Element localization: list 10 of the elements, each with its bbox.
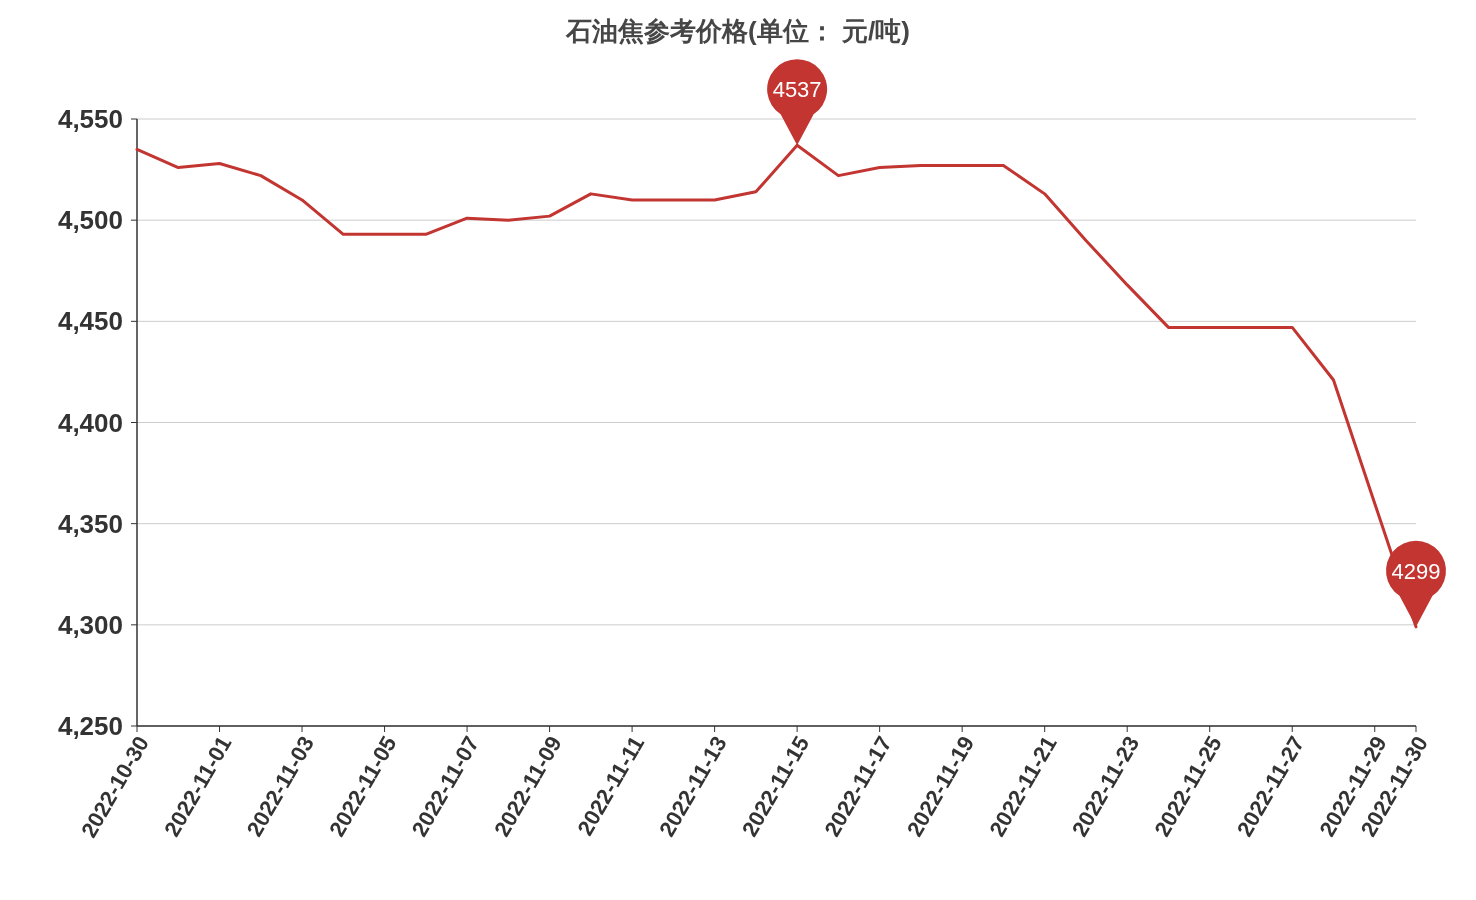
y-tick-label: 4,350: [57, 508, 123, 539]
y-tick-label: 4,250: [57, 711, 123, 742]
y-tick-label: 4,400: [57, 407, 123, 438]
annotation: 4299: [1391, 558, 1441, 584]
chart-title: 石油焦参考价格(单位： 元/吨): [565, 16, 910, 46]
annotation: 4537: [772, 77, 822, 102]
y-tick-label: 4,550: [57, 104, 123, 135]
y-tick-label: 4,500: [57, 205, 123, 236]
y-tick-label: 4,450: [57, 306, 123, 337]
y-tick-label: 4,300: [57, 609, 123, 640]
